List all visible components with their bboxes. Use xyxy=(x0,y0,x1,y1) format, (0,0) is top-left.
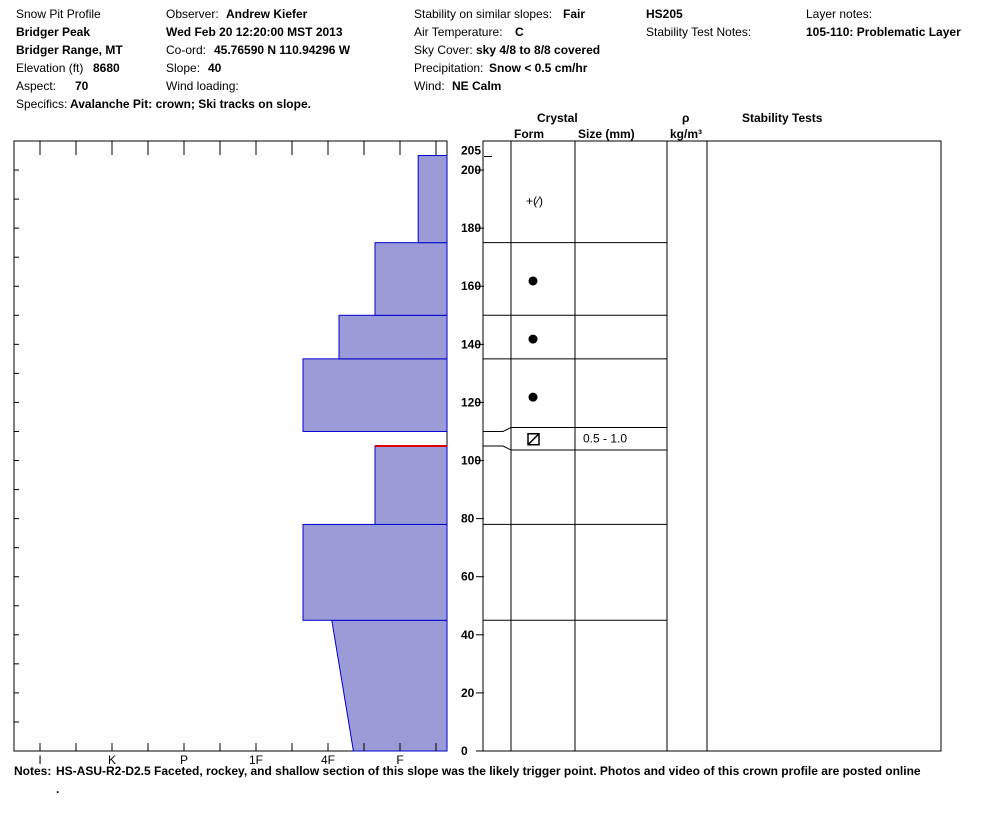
round-grain-symbol xyxy=(528,334,538,344)
stability-test-notes-label: Stability Test Notes: xyxy=(646,25,752,39)
hardness-label: P xyxy=(180,753,188,767)
aspect-label: Aspect: xyxy=(16,79,57,93)
air-temp-value: C xyxy=(515,25,524,39)
coord-value: 45.76590 N 110.94296 W xyxy=(214,43,351,57)
datetime: Wed Feb 20 12:20:00 MST 2013 xyxy=(166,25,343,39)
aspect-value: 70 xyxy=(75,79,89,93)
hs-value: HS205 xyxy=(646,7,683,21)
height-label: 160 xyxy=(461,279,481,293)
layer-boundary xyxy=(483,426,667,432)
height-label: 180 xyxy=(461,221,481,235)
layer-table-frame xyxy=(482,140,942,752)
hs-label: 205 xyxy=(461,144,481,158)
slope-value: 40 xyxy=(208,61,222,75)
hardness-bar xyxy=(374,242,448,316)
precip-label: Precipitation: xyxy=(414,61,484,75)
stability-tests-header: Stability Tests xyxy=(742,111,823,125)
elevation-value: 8680 xyxy=(93,61,120,75)
specifics-label: Specifics: xyxy=(16,97,68,111)
round-grain-symbol xyxy=(528,276,538,286)
precip-value: Snow < 0.5 cm/hr xyxy=(489,61,588,75)
layer-notes-label: Layer notes: xyxy=(806,7,873,21)
coord-label: Co-ord: xyxy=(166,43,207,57)
stability-label: Stability on similar slopes: xyxy=(414,7,553,21)
hardness-bar xyxy=(338,314,448,360)
round-grain-symbol xyxy=(528,392,538,402)
hardness-bar xyxy=(302,523,448,621)
location: Bridger Peak xyxy=(16,25,91,39)
height-label: 200 xyxy=(461,163,481,177)
range: Bridger Range, MT xyxy=(16,43,123,57)
height-label: 60 xyxy=(461,570,475,584)
hardness-bar xyxy=(302,358,448,432)
notes-text-line2: . xyxy=(56,782,60,796)
hardness-bar xyxy=(417,155,448,244)
crystal-header: Crystal xyxy=(537,111,578,125)
elevation-label: Elevation (ft) xyxy=(16,61,84,75)
size-header: Size (mm) xyxy=(578,127,635,141)
hardness-bar xyxy=(331,619,448,752)
density-unit: kg/m³ xyxy=(670,127,703,141)
height-label: 20 xyxy=(461,686,475,700)
hardness-label: 4F xyxy=(321,753,335,767)
page-title: Snow Pit Profile xyxy=(16,7,101,21)
height-label: 40 xyxy=(461,628,475,642)
wind-loading-label: Wind loading: xyxy=(166,79,239,93)
precip-particle-symbol: +(⁄) xyxy=(526,194,543,208)
grain-size-label: 0.5 - 1.0 xyxy=(583,432,627,446)
height-label: 0 xyxy=(461,744,468,758)
hardness-label: F xyxy=(396,753,403,767)
air-temp-label: Air Temperature: xyxy=(414,25,503,39)
hardness-label: 1F xyxy=(249,753,263,767)
height-label: 140 xyxy=(461,337,481,351)
form-header: Form xyxy=(514,127,544,141)
facet-symbol xyxy=(527,432,540,446)
hardness-bar xyxy=(374,445,448,525)
slope-label: Slope: xyxy=(166,61,201,75)
height-label: 120 xyxy=(461,395,481,409)
height-label: 80 xyxy=(461,512,475,526)
notes-text: HS-ASU-R2-D2.5 Faceted, rockey, and shal… xyxy=(56,764,921,778)
height-label: 100 xyxy=(461,454,481,468)
observer-label: Observer: xyxy=(166,7,219,21)
observer-value: Andrew Kiefer xyxy=(226,7,308,21)
sky-cover-value: sky 4/8 to 8/8 covered xyxy=(476,43,601,57)
density-header: ρ xyxy=(682,111,690,125)
notes-label: Notes: xyxy=(14,764,52,778)
wind-label: Wind: xyxy=(414,79,445,93)
facet-symbol-diagonal xyxy=(527,433,540,446)
layer-boundary xyxy=(483,445,667,451)
specifics-value: Avalanche Pit: crown; Ski tracks on slop… xyxy=(70,97,311,111)
wind-value: NE Calm xyxy=(452,79,502,93)
hardness-label: K xyxy=(108,753,116,767)
hardness-label: I xyxy=(38,753,41,767)
layer-notes-value: 105-110: Problematic Layer xyxy=(806,25,961,39)
stability-value: Fair xyxy=(563,7,586,21)
sky-cover-label: Sky Cover: xyxy=(414,43,473,57)
